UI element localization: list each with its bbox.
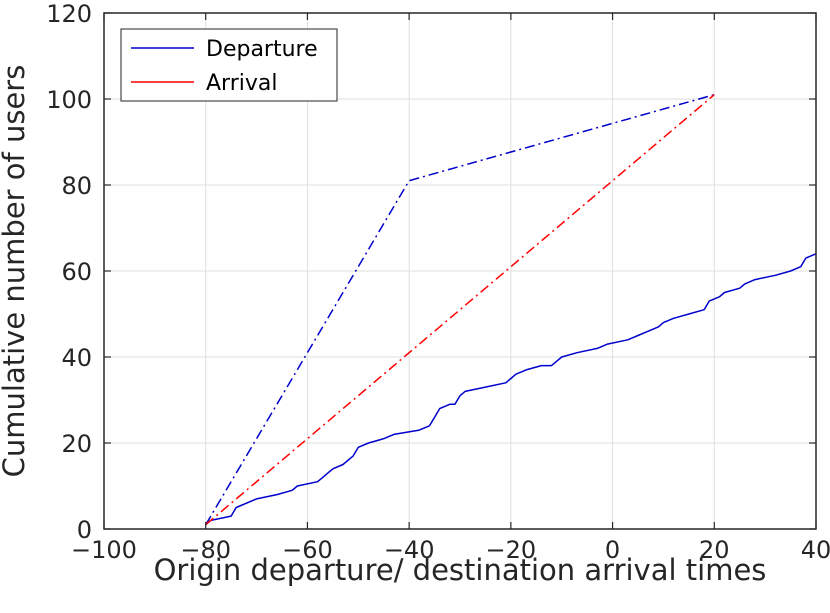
x-tick-label: 40 (801, 536, 830, 564)
ticks-layer: −100 −80 −60 −40 −20 0 20 40 0 20 40 60 80 100 120 (46, 0, 830, 564)
y-tick-label: 40 (61, 344, 92, 372)
series-line-departure-solid (205, 253, 817, 526)
x-tick-label: −20 (486, 536, 537, 564)
x-tick-label: −100 (71, 536, 137, 564)
legend-box (120, 28, 338, 102)
y-axis-label: Cumulative number of users (0, 65, 31, 478)
y-tick-label: 120 (46, 0, 92, 28)
y-tick-label: 80 (61, 172, 92, 200)
y-tick-label: 100 (46, 86, 92, 114)
x-tick-label: −60 (282, 536, 333, 564)
x-tick-label: −80 (180, 536, 231, 564)
series-layer (205, 93, 817, 526)
legend-departure-label: Departure (206, 37, 318, 62)
y-tick-label: 20 (61, 430, 92, 458)
x-axis-label: Origin departure/ destination arrival ti… (154, 553, 767, 587)
y-tick-label: 60 (61, 258, 92, 286)
x-tick-label: 20 (699, 536, 730, 564)
x-tick-label: −40 (384, 536, 435, 564)
series-line-arrival-dashdot (205, 94, 715, 526)
legend-arrival-label: Arrival (206, 71, 277, 96)
x-tick-label: 0 (605, 536, 620, 564)
legend: Departure Arrival (120, 28, 338, 102)
y-tick-label: 0 (77, 516, 92, 544)
